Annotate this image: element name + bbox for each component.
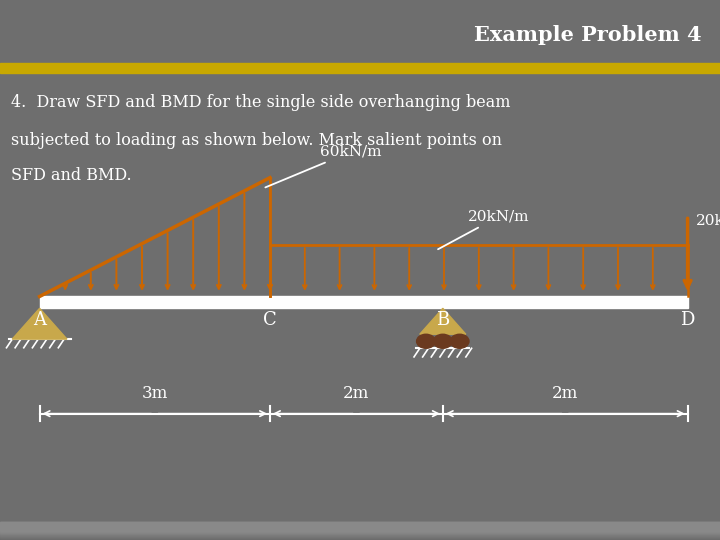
Text: 20kN: 20kN [696, 214, 720, 228]
Bar [0, 527, 720, 536]
Bar [0, 525, 720, 535]
Bar [0, 528, 720, 536]
Bar [0, 529, 720, 538]
Bar [0, 526, 720, 535]
Bar [0, 523, 720, 532]
Polygon shape [12, 308, 67, 339]
Bar [0, 522, 720, 531]
Bar [0, 525, 720, 534]
Bar [0, 528, 720, 537]
Bar [0, 523, 720, 532]
Bar [0, 530, 720, 539]
Bar [0, 523, 720, 532]
Text: 4.  Draw SFD and BMD for the single side overhanging beam: 4. Draw SFD and BMD for the single side … [11, 94, 510, 111]
Text: B: B [436, 311, 449, 329]
Text: C: C [263, 311, 277, 329]
Bar [0, 531, 720, 539]
Bar [0, 530, 720, 539]
Bar [0, 524, 720, 532]
Text: 2m: 2m [552, 385, 578, 402]
Bar [0, 524, 720, 534]
Bar [0, 524, 720, 534]
Bar [0, 530, 720, 539]
Bar [0, 526, 720, 536]
Text: 3m: 3m [142, 385, 168, 402]
Bar [0, 526, 720, 535]
Bar [0, 529, 720, 538]
Bar [0, 529, 720, 538]
Bar [0, 529, 720, 538]
Bar [0, 524, 720, 533]
Bar [0, 529, 720, 537]
Bar [0, 524, 720, 533]
Bar [0, 523, 720, 532]
Text: 20kN/m: 20kN/m [438, 210, 529, 249]
Bar [0, 527, 720, 536]
Bar [0, 525, 720, 534]
Circle shape [433, 334, 452, 348]
Polygon shape [420, 308, 466, 334]
Bar [0, 526, 720, 535]
Bar [0, 527, 720, 536]
Text: 2m: 2m [343, 385, 369, 402]
Bar [0, 530, 720, 539]
Bar [0, 527, 720, 536]
Bar [0, 524, 720, 533]
Bar [0, 529, 720, 538]
Text: subjected to loading as shown below. Mark salient points on: subjected to loading as shown below. Mar… [11, 132, 502, 149]
Bar [0, 528, 720, 537]
Bar [0, 530, 720, 539]
Bar [0, 530, 720, 538]
Bar [0, 529, 720, 538]
Bar [0, 523, 720, 532]
Bar [0, 524, 720, 534]
Bar [0, 522, 720, 531]
Bar [0, 531, 720, 540]
Text: A: A [33, 311, 46, 329]
Bar [0, 523, 720, 531]
Bar [0, 525, 720, 535]
Bar [0, 523, 720, 531]
Bar [0, 525, 720, 534]
Bar [0, 528, 720, 537]
Text: D: D [680, 311, 695, 329]
Bar [0, 530, 720, 539]
Text: 60kN/m: 60kN/m [266, 145, 382, 187]
Bar [0, 528, 720, 537]
Bar [0, 523, 720, 532]
Circle shape [450, 334, 469, 348]
Bar [0, 530, 720, 539]
Bar [0, 526, 720, 535]
Bar [0, 528, 720, 537]
Bar [0, 63, 720, 73]
Text: SFD and BMD.: SFD and BMD. [11, 167, 132, 184]
Bar [0, 531, 720, 540]
Bar [0, 526, 720, 535]
Bar [0, 525, 720, 534]
Bar [0, 526, 720, 536]
Bar [40, 296, 688, 308]
Circle shape [417, 334, 436, 348]
Bar [0, 525, 720, 534]
Bar [0, 528, 720, 537]
Text: Example Problem 4: Example Problem 4 [474, 25, 702, 45]
